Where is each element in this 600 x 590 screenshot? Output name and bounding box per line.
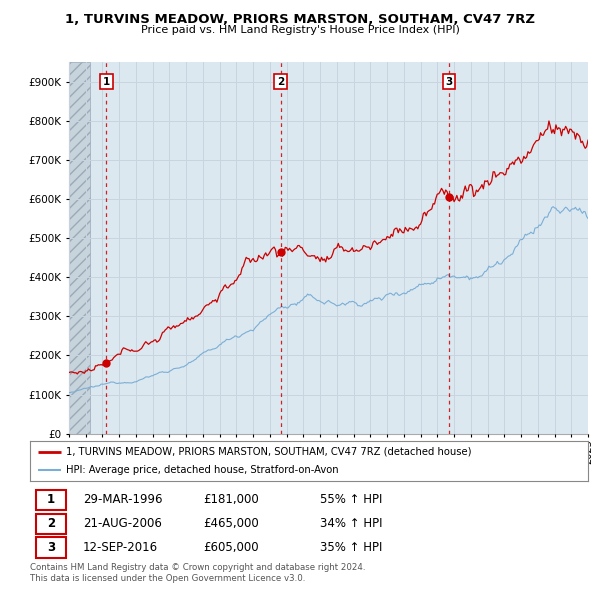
Text: HPI: Average price, detached house, Stratford-on-Avon: HPI: Average price, detached house, Stra… (66, 465, 339, 475)
Text: 34% ↑ HPI: 34% ↑ HPI (320, 517, 383, 530)
Text: Contains HM Land Registry data © Crown copyright and database right 2024.
This d: Contains HM Land Registry data © Crown c… (30, 563, 365, 583)
Bar (69, 62, 90, 434)
Text: 29-MAR-1996: 29-MAR-1996 (83, 493, 163, 506)
FancyBboxPatch shape (35, 514, 66, 534)
Text: £605,000: £605,000 (203, 541, 259, 554)
Text: 55% ↑ HPI: 55% ↑ HPI (320, 493, 383, 506)
Text: £465,000: £465,000 (203, 517, 259, 530)
Text: 2: 2 (47, 517, 55, 530)
FancyBboxPatch shape (35, 490, 66, 510)
Text: 1: 1 (47, 493, 55, 506)
FancyBboxPatch shape (35, 537, 66, 558)
Text: 3: 3 (47, 541, 55, 554)
Text: 3: 3 (446, 77, 453, 87)
Text: 21-AUG-2006: 21-AUG-2006 (83, 517, 162, 530)
Text: 1, TURVINS MEADOW, PRIORS MARSTON, SOUTHAM, CV47 7RZ: 1, TURVINS MEADOW, PRIORS MARSTON, SOUTH… (65, 13, 535, 26)
Text: 1, TURVINS MEADOW, PRIORS MARSTON, SOUTHAM, CV47 7RZ (detached house): 1, TURVINS MEADOW, PRIORS MARSTON, SOUTH… (66, 447, 472, 457)
Text: 35% ↑ HPI: 35% ↑ HPI (320, 541, 383, 554)
Text: 12-SEP-2016: 12-SEP-2016 (83, 541, 158, 554)
Text: £181,000: £181,000 (203, 493, 259, 506)
Text: 2: 2 (277, 77, 284, 87)
Text: 1: 1 (103, 77, 110, 87)
Text: Price paid vs. HM Land Registry's House Price Index (HPI): Price paid vs. HM Land Registry's House … (140, 25, 460, 35)
